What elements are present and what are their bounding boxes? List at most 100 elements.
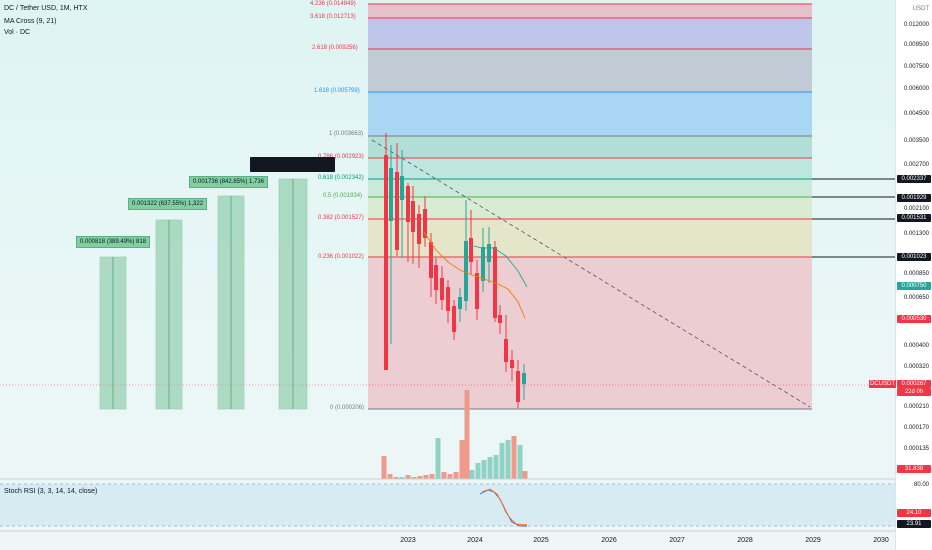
candle-body — [406, 186, 410, 222]
price-tick: 0.000170 — [903, 425, 929, 431]
candle-body — [452, 306, 456, 332]
volume-bar — [505, 440, 511, 479]
candle-body — [395, 172, 399, 250]
price-tick: 0.000210 — [903, 404, 929, 410]
volume-bar — [387, 474, 393, 479]
candle-body — [516, 371, 520, 402]
price-tick: 0.002100 — [903, 206, 929, 212]
candle-body — [481, 247, 485, 281]
time-label: 2026 — [601, 537, 617, 544]
candle-body — [440, 278, 444, 300]
ma-slow-line — [423, 231, 526, 319]
fib-level-label: 2.618 (0.009256) — [312, 45, 358, 51]
ma-fast-price-badge: 0.000750 — [897, 282, 931, 290]
fib-band — [368, 49, 812, 92]
fib-level-label: 1.618 (0.005799) — [314, 88, 360, 94]
fib-band — [368, 179, 812, 197]
price-badge: 0.001929 — [897, 194, 931, 202]
candle-body — [487, 244, 491, 262]
price-badge: 0.001023 — [897, 253, 931, 261]
volume-bar — [481, 460, 487, 479]
fib-level-label: 3.618 (0.012713) — [310, 14, 356, 20]
price-tick: 0.000320 — [903, 364, 929, 370]
stoch-rsi-indicator-label[interactable]: Stoch RSI (3, 3, 14, 14, close) — [4, 488, 98, 495]
price-tick: 0.001300 — [903, 231, 929, 237]
ma-cross-indicator-label[interactable]: MA Cross (9, 21) — [4, 18, 57, 25]
volume-bar — [499, 443, 505, 479]
volume-bar — [511, 436, 517, 479]
candle-body — [429, 242, 433, 278]
stoch-k-badge: 24.10 — [897, 509, 931, 517]
candle-body — [522, 373, 526, 384]
volume-bar — [475, 463, 481, 479]
candle-body — [458, 297, 462, 309]
candle-body — [475, 273, 479, 309]
currency-label: USDT — [912, 6, 929, 12]
volume-bar — [393, 477, 399, 479]
fib-level-label: 0.382 (0.001527) — [318, 215, 364, 221]
stoch-tick: 80.00 — [913, 482, 929, 488]
trendline — [371, 139, 811, 408]
time-label: 2027 — [669, 537, 685, 544]
redacted-box — [250, 157, 335, 172]
candle-body — [498, 315, 502, 323]
candle-body — [400, 176, 404, 200]
volume-bar — [464, 390, 470, 479]
candle-body — [504, 339, 508, 362]
volume-bar — [459, 440, 465, 479]
volume-indicator-label[interactable]: Vol · DC — [4, 29, 31, 36]
time-label: 2029 — [805, 537, 821, 544]
candle-body — [417, 214, 421, 244]
price-tick: 0.006000 — [903, 86, 929, 92]
stoch-d-line — [481, 488, 528, 526]
candle-body — [434, 265, 438, 290]
time-label: 2028 — [737, 537, 753, 544]
price-tick: 0.000135 — [903, 446, 929, 452]
price-scale[interactable]: USDT 0.012000 0.009500 0.007500 0.006000… — [895, 0, 932, 550]
price-tick: 0.000850 — [903, 271, 929, 277]
candle-body — [389, 168, 393, 221]
projection-label[interactable]: 0.001736 (842.85%) 1,736 — [189, 176, 269, 188]
volume-bar — [423, 475, 429, 479]
bar-countdown-badge: 22d 0h — [897, 388, 931, 396]
chart-area[interactable]: DC / Tether USD, 1M, HTX MA Cross (9, 21… — [0, 0, 895, 550]
fib-level-label: 4.236 (0.014849) — [310, 1, 356, 7]
price-tick: 0.000650 — [903, 295, 929, 301]
ma-fast-line — [469, 244, 528, 288]
fib-band — [368, 4, 812, 18]
price-tick: 0.012000 — [903, 22, 929, 28]
fib-level-label: 0.618 (0.002342) — [318, 175, 364, 181]
volume-bar — [411, 477, 417, 479]
volume-bar — [429, 474, 435, 479]
price-tick: 0.009500 — [903, 42, 929, 48]
candle-body — [510, 360, 514, 368]
projection-label[interactable]: 0.001322 (637.55%) 1,322 — [128, 198, 208, 210]
time-label: 2023 — [400, 537, 416, 544]
ma-slow-price-badge: 0.000530 — [897, 315, 931, 323]
candle-body — [446, 287, 450, 311]
fib-level-label: 0 (0.000206) — [330, 405, 365, 411]
time-label: 2025 — [533, 537, 549, 544]
price-tick: 0.000400 — [903, 343, 929, 349]
volume-bar — [405, 475, 411, 479]
fib-level-label: 0.236 (0.001022) — [318, 254, 364, 260]
fib-band — [368, 92, 812, 136]
fib-band — [368, 136, 812, 158]
candle-body — [469, 238, 473, 262]
candle-body — [464, 241, 468, 301]
price-badge: 0.001531 — [897, 214, 931, 222]
stoch-d-badge: 23.91 — [897, 520, 931, 528]
volume-bar — [435, 438, 441, 479]
fib-level-label: 0.786 (0.002923) — [318, 154, 364, 160]
volume-bar — [522, 471, 528, 479]
volume-badge: 31.838 — [897, 465, 931, 473]
projection-label[interactable]: 0.000818 (389.49%) 818 — [76, 236, 151, 248]
volume-bar — [381, 456, 387, 479]
symbol-title[interactable]: DC / Tether USD, 1M, HTX — [4, 5, 88, 12]
chart-canvas[interactable] — [0, 0, 895, 550]
volume-bar — [453, 472, 459, 479]
volume-bar — [417, 476, 423, 479]
fib-band — [368, 197, 812, 219]
fib-band — [368, 158, 812, 179]
fib-band — [368, 219, 812, 257]
